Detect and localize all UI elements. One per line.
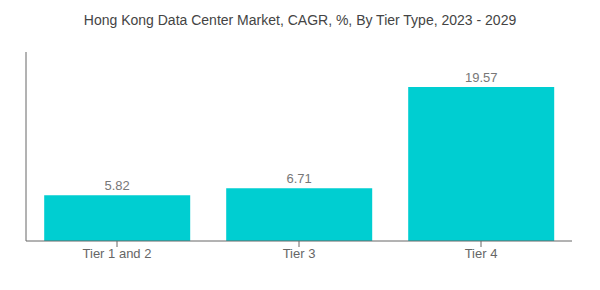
svg-text:Tier 1 and 2: Tier 1 and 2 [83,246,152,261]
svg-text:6.71: 6.71 [287,171,312,186]
svg-text:Tier 4: Tier 4 [465,246,498,261]
svg-text:5.82: 5.82 [105,178,130,193]
svg-text:19.57: 19.57 [465,70,498,85]
svg-text:Tier 3: Tier 3 [283,246,316,261]
html-text:Hong Kong Data Center Market,: Hong Kong Data Center Market, CAGR, %, B… [83,12,517,28]
